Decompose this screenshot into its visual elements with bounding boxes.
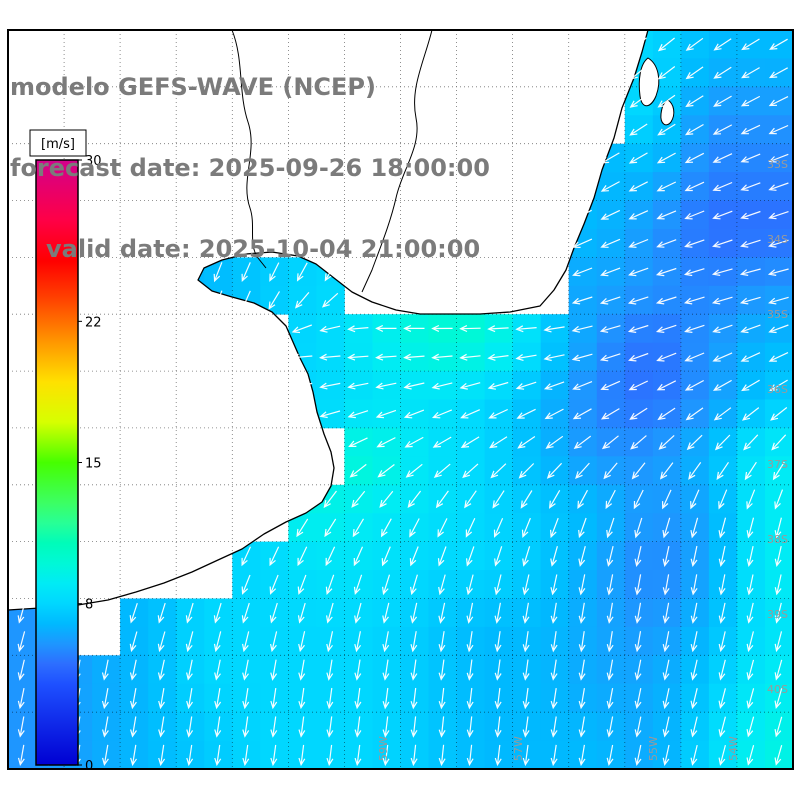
wave-direction-arrows bbox=[17, 37, 789, 767]
colorbar-tick-label: 0 bbox=[85, 759, 93, 774]
lat-label: 40S bbox=[767, 683, 788, 696]
colorbar-gradient bbox=[35, 159, 79, 766]
lat-label: 37S bbox=[767, 458, 788, 471]
lagoon-mirim bbox=[638, 57, 660, 107]
graticule bbox=[8, 30, 793, 769]
colorbar-units-box bbox=[29, 129, 87, 157]
lat-label: 35S bbox=[767, 308, 788, 321]
model-title: modelo GEFS-WAVE (NCEP) bbox=[10, 73, 376, 101]
wave-field-cells bbox=[8, 30, 794, 770]
colorbar-tick-label: 30 bbox=[85, 154, 102, 169]
lat-label: 39S bbox=[767, 608, 788, 621]
colorbar-tick-label: 15 bbox=[85, 457, 102, 472]
lon-label: 57W bbox=[512, 736, 525, 761]
lon-label: 54W bbox=[727, 736, 740, 761]
title-block: modelo GEFS-WAVE (NCEP) forecast date: 2… bbox=[10, 20, 490, 317]
map-border bbox=[7, 29, 794, 770]
coordinate-labels: 33S 34S 35S 36S 37S 38S 39S 40S 59W 57W 55W 54W bbox=[377, 158, 788, 761]
colorbar: [m/s] 30 22 15 8 0 bbox=[29, 129, 102, 774]
lat-label: 33S bbox=[767, 158, 788, 171]
lat-label: 38S bbox=[767, 533, 788, 546]
colorbar-tick-label: 22 bbox=[85, 315, 102, 330]
forecast-date: forecast date: 2025-09-26 18:00:00 bbox=[10, 154, 490, 182]
river-uruguay bbox=[361, 29, 433, 293]
colorbar-units-label: [m/s] bbox=[41, 137, 75, 152]
colorbar-tick-label: 8 bbox=[85, 598, 93, 613]
lat-label: 36S bbox=[767, 383, 788, 396]
river-parana bbox=[231, 29, 267, 269]
lon-label: 59W bbox=[377, 736, 390, 761]
colorbar-ticks: 30 22 15 8 0 bbox=[78, 154, 102, 774]
valid-date: valid date: 2025-10-04 21:00:00 bbox=[46, 235, 481, 263]
coastline-landmass bbox=[7, 29, 649, 611]
lat-label: 34S bbox=[767, 233, 788, 246]
lon-label: 55W bbox=[647, 736, 660, 761]
